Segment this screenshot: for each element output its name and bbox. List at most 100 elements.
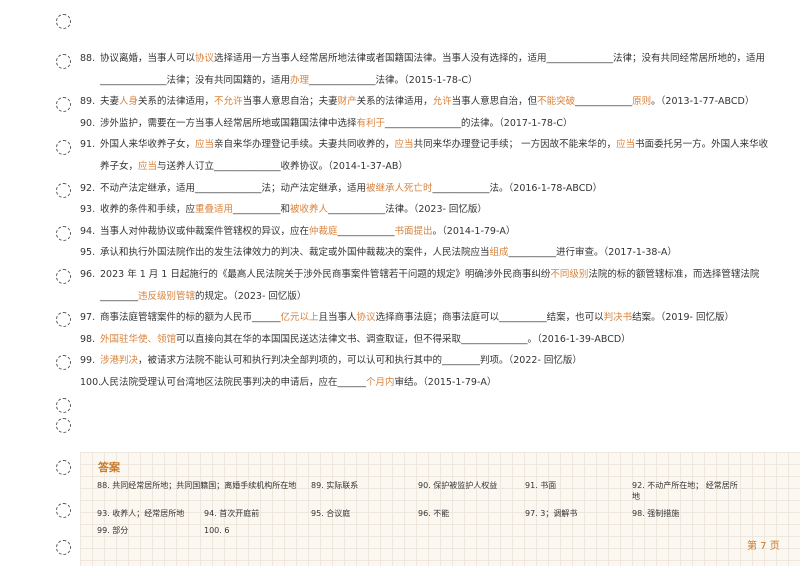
question-text: ____________法。（2016-1-78-ABCD） [432,182,603,194]
question-text: ____________ [575,96,633,108]
question-text: 当事人对仲裁协议或仲裁案件管辖权的异议，应在 [100,225,310,237]
answer-box: 答案 88. 共同经常居所地；共同国籍国；离婚手续机构所在地 89. 实际联系 90… [80,452,800,566]
question-text: 法院的标的额管辖标准，而选择管辖法院________ [100,268,760,302]
answer-entry: 99. 部分 [97,526,129,535]
keyword: 不同级别 [550,268,589,280]
question: 100.人民法院受理认可台湾地区法院民事判决的申请后，应在______个月内审结… [80,372,775,394]
question-number: 91. [80,139,96,151]
keyword: 办理 [290,74,310,86]
question-number: 99. [80,355,96,367]
question: 92. 不动产法定继承，适用______________法；动产法定继承，适用被继… [80,178,775,200]
keyword: 被收养人 [290,204,329,216]
keyword: 书面提出 [394,225,433,237]
question-text: 收养的条件和手续，应 [100,204,196,216]
keyword: 被继承人死亡时 [366,182,433,194]
question-text: __________和 [233,204,291,216]
answer-entry: 94. 首次开庭前 [204,509,260,518]
question-text: 人民法院受理认可台湾地区法院民事判决的申请后，应在______ [100,376,367,388]
question-text: 可以直接向其在华的本国国民送达法律文书、调查取证，但不得采取__________… [176,333,631,345]
question-text: 不动产法定继承，适用______________法；动产法定继承，适用 [100,182,367,194]
question-number: 96. [80,268,96,280]
question-number: 97. [80,312,96,324]
question-text: 的规定。（2023- 回忆版） [195,290,307,302]
question-text: 商事法庭管辖案件的标的额为人民币______ [100,312,281,324]
keyword: 应当 [616,139,636,151]
question-number: 88. [80,53,96,64]
question: 99. 涉港判决，被请求方法院不能认可和执行判决全部判项的，可以认可和执行其中的_… [80,350,775,372]
question: 90. 涉外监护，需要在一方当事人经常居所地或国籍国法律中选择有利于_______… [80,113,775,135]
question-text: 夫妻 [100,96,120,108]
answer-entry: 95. 合议庭 [311,509,351,518]
keyword: 违反级别管辖 [138,290,196,302]
keyword: 仲裁庭 [309,225,338,237]
question-text: 外国人来华收养子女， [100,139,196,151]
question: 88. 协议离婚，当事人可以协议选择适用一方当事人经常居所地法律或者国籍国法律。当… [80,48,775,91]
keyword: 重叠适用 [195,204,234,216]
answer-entry: 93. 收养人；经常居所地 [97,509,185,518]
answer-entry: 89. 实际联系 [311,481,359,490]
keyword: 外国驻华使、领馆 [100,333,177,345]
question: 91. 外国人来华收养子女，应当亲自来华办理登记手续。夫妻共同收养的，应当共同来华… [80,134,775,177]
question-number: 94. [80,225,96,237]
question-text: ____________ [337,225,395,237]
question-number: 89. [80,96,96,108]
question-text: 。（2014-1-79-A） [432,225,516,237]
keyword: 人身 [119,96,139,108]
keyword: 亿元以上 [280,312,319,324]
keyword: 判决书 [603,312,633,324]
question-text: ______________法律。（2015-1-78-C） [309,74,478,86]
question-number: 92. [80,182,96,194]
question-text: 结案。（2019- 回忆版） [632,312,734,324]
question: 95. 承认和执行外国法院作出的发生法律效力的判决、裁定或外国仲裁裁决的案件，人民… [80,242,775,264]
keyword: 应当 [394,139,414,151]
question-text: 承认和执行外国法院作出的发生法律效力的判决、裁定或外国仲裁裁决的案件，人民法院应… [100,247,490,259]
answer-entry: 90. 保护被监护人权益 [418,481,498,490]
answer-title: 答案 [98,461,120,474]
question-number: 95. [80,247,96,259]
question-text: __________进行审查。（2017-1-38-A） [508,247,677,259]
question-text: 书面委托另一方。外国人来华收养子女， [100,139,769,172]
question: 89. 夫妻人身关系的法律适用，不允许当事人意思自治；夫妻财产关系的法律适用，允许… [80,91,775,113]
answer-entry: 92. 不动产所在地； 经常居所地 [632,481,738,501]
answer-entry: 100. 6 [204,526,230,535]
keyword: 协议 [356,312,376,324]
answer-entry: 97. 3；调解书 [525,509,578,518]
question-number: 90. [80,117,96,129]
question-number: 93. [80,204,96,216]
question: 97. 商事法庭管辖案件的标的额为人民币______亿元以上且当事人协议选择商事法… [80,307,775,329]
keyword: 个月内 [366,376,395,388]
question: 93. 收养的条件和手续，应重叠适用__________和被收养人________… [80,199,775,221]
question-number: 98. [80,333,96,345]
question-text: 共同来华办理登记手续； 一方因故不能来华的， [413,139,617,151]
answer-grid: 88. 共同经常居所地；共同国籍国；离婚手续机构所在地 89. 实际联系 90. 保… [97,480,739,536]
questions: 88. 协议离婚，当事人可以协议选择适用一方当事人经常居所地法律或者国籍国法律。当… [80,48,775,394]
question-text: 涉外监护，需要在一方当事人经常居所地或国籍国法律中选择 [100,117,357,129]
question: 96. 2023 年 1 月 1 日起施行的《最高人民法院关于涉外民商事案件管辖若… [80,264,775,307]
keyword: 应当 [195,139,215,151]
answer-entry: 98. 强制措施 [632,509,680,518]
keyword: 有利于 [356,117,386,129]
question-text: 当事人意思自治，但 [451,96,538,108]
question-text: 关系的法律适用， [356,96,433,108]
question-text: 协议离婚，当事人可以 [100,53,196,64]
keyword: 财产 [337,96,357,108]
answer-entry: 96. 不能 [418,509,450,518]
question-text: 与送养人订立______________收养协议。（2014-1-37-AB） [157,160,408,172]
question-text: 且当事人 [318,312,357,324]
keyword: 组成 [489,247,509,259]
question-text: 当事人意思自治；夫妻 [242,96,338,108]
question-text: ________________的法律。（2017-1-78-C） [385,117,573,129]
question: 94. 当事人对仲裁协议或仲裁案件管辖权的异议，应在仲裁庭____________… [80,221,775,243]
answer-entry: 88. 共同经常居所地；共同国籍国；离婚手续机构所在地 [97,481,297,490]
page-number: 第 7 页 [747,541,780,552]
keyword: 不能突破 [537,96,576,108]
question-number: 100. [80,376,102,388]
question-text: ____________法律。（2023- 回忆版） [328,204,487,216]
question-text: 关系的法律适用， [138,96,215,108]
question-text: 选择适用一方当事人经常居所地法律或者国籍国法律。当事人没有选择的，适用_____… [100,53,766,86]
question: 98. 外国驻华使、领馆可以直接向其在华的本国国民送达法律文书、调查取证，但不得采… [80,329,775,351]
question-text: 2023 年 1 月 1 日起施行的《最高人民法院关于涉外民商事案件管辖若干问题… [100,268,551,280]
keyword: 涉港判决 [100,355,139,367]
keyword: 协议 [195,53,215,64]
